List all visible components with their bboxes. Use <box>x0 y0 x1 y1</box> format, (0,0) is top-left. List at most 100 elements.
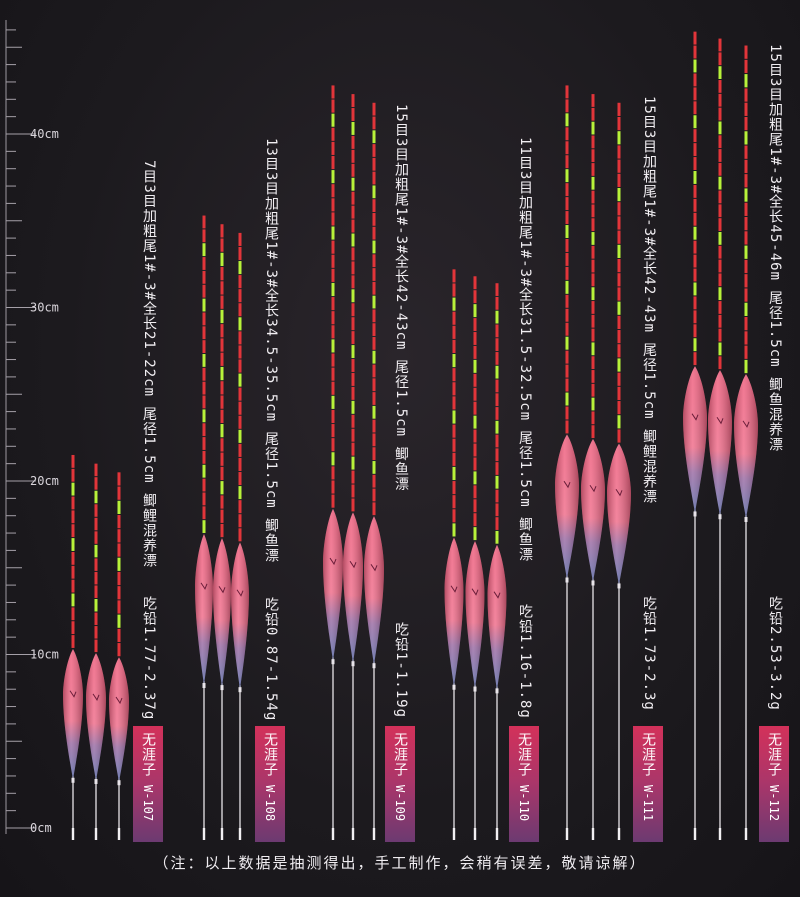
footnote: （注：以上数据是抽测得出，手工制作，会稍有误差，敬请谅解） <box>153 854 647 872</box>
float-tip-segment <box>617 116 621 131</box>
float-tip-segment <box>744 102 748 116</box>
float-tip-segment <box>372 364 376 378</box>
float-tip-segment <box>473 276 477 290</box>
float-tip-segment <box>718 314 722 328</box>
float-tip-segment <box>565 225 569 238</box>
float-tip-segment <box>202 506 206 520</box>
float-tip-segment <box>495 475 499 489</box>
float-tip-segment <box>372 199 376 213</box>
float-tip-segment <box>94 626 98 639</box>
float-tip-segment <box>744 74 748 88</box>
float-tip-segment <box>331 240 335 254</box>
float-tip-segment <box>617 372 621 386</box>
float-tip-segment <box>331 184 335 198</box>
product-spec: 13目3目加粗尾1#-3#全长34.5-35.5cm 尾径1.5cm 鲫鱼漂 <box>263 138 279 564</box>
float-tip-segment <box>473 457 477 471</box>
float-tip-segment <box>372 405 376 419</box>
float-tip-segment <box>94 517 98 531</box>
float-tip-segment <box>744 145 748 159</box>
float-tip-segment <box>202 423 206 437</box>
float-logo-mark <box>615 488 623 497</box>
float <box>444 269 464 840</box>
float-tip-segment <box>372 419 376 433</box>
float-tip-segment <box>220 509 224 523</box>
float-tip-segment <box>617 273 621 287</box>
float-tip-segment <box>220 281 224 295</box>
float <box>323 85 343 840</box>
float-tip-segment <box>452 283 456 297</box>
float-tip-segment <box>565 420 569 434</box>
float-logo-mark <box>589 484 597 493</box>
float-tip-segment <box>617 315 621 330</box>
float-tip-segment <box>591 273 595 287</box>
float-tip-segment <box>331 494 335 508</box>
float-tip-segment <box>117 600 121 614</box>
float-tip-segment <box>617 301 621 315</box>
float-tip-segment <box>495 324 499 338</box>
float-tip-segment <box>331 438 335 452</box>
float-tip-segment <box>565 238 569 252</box>
float-tip-segment <box>617 401 621 415</box>
float-tip-segment <box>71 635 75 648</box>
badge-brand: 无涯子 <box>766 732 782 777</box>
float-tip-segment <box>71 496 75 510</box>
float-tip-segment <box>351 484 355 498</box>
float-tip-segment <box>591 204 595 218</box>
float-tip-segment <box>372 378 376 392</box>
product-lead-weight: 吃铅2.53-3.2g <box>767 596 783 711</box>
float-tip-segment <box>331 480 335 494</box>
float-tip-segment <box>238 373 242 387</box>
float-tip-segment <box>693 268 697 282</box>
float-tip-segment <box>617 429 621 443</box>
float-tip-segment <box>351 108 355 121</box>
float-tip-segment <box>718 356 722 370</box>
float-tip-segment <box>202 395 206 409</box>
float-collar <box>220 685 224 691</box>
float-tip-segment <box>565 113 569 127</box>
float-tip-segment <box>495 503 499 517</box>
float-body-shade <box>86 653 106 781</box>
float-tip-segment <box>238 514 242 528</box>
float-tip-segment <box>744 45 748 59</box>
ruler-label: 0cm <box>30 821 52 835</box>
float-tip-segment <box>452 297 456 311</box>
float-tip-segment <box>94 639 98 653</box>
float-tip-segment <box>452 339 456 354</box>
float-tip-segment <box>94 504 98 517</box>
float-tip-segment <box>238 429 242 443</box>
float-tip-segment <box>351 261 355 275</box>
badge-brand: 无涯子 <box>640 732 656 777</box>
float-tip-segment <box>473 345 477 359</box>
float-tip-segment <box>372 144 376 157</box>
float-tip-segment <box>351 177 355 191</box>
float-tip-segment <box>351 149 355 163</box>
float-tip-segment <box>565 183 569 197</box>
float-tip-segment <box>693 282 697 296</box>
float-tip-segment <box>71 468 75 482</box>
float-tip-segment <box>351 317 355 331</box>
float-tip-segment <box>617 187 621 202</box>
float-tip-segment <box>220 523 224 538</box>
float-tip-segment <box>372 116 376 130</box>
float-tip-segment <box>495 365 499 379</box>
float-tip-segment <box>565 350 569 364</box>
float-tip-segment <box>94 612 98 626</box>
float-tip-segment <box>565 197 569 211</box>
float-tip-segment <box>331 282 335 297</box>
float-tip-segment <box>94 544 98 558</box>
float-tip-segment <box>117 486 121 500</box>
badge-model: W-109 <box>393 785 407 822</box>
float-tip-segment <box>693 352 697 366</box>
float-tip-segment <box>693 212 697 226</box>
float-tip-segment <box>331 409 335 424</box>
float-collar <box>71 777 75 783</box>
float-tip-segment <box>565 308 569 322</box>
float-body-shade <box>465 541 485 689</box>
float-tip-segment <box>693 59 697 73</box>
float-tip-segment <box>238 303 242 317</box>
float-tip-segment <box>473 401 477 415</box>
float-tip-segment <box>117 614 121 628</box>
float-tip-segment <box>473 415 477 429</box>
float-tip-segment <box>94 531 98 544</box>
float-tip-segment <box>693 198 697 212</box>
